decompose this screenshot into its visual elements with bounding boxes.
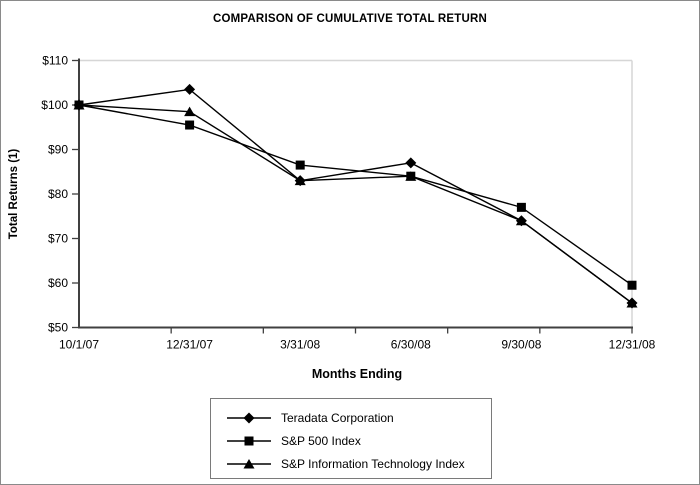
square-marker-icon bbox=[516, 202, 526, 212]
triangle-marker-icon bbox=[515, 215, 527, 226]
diamond-marker-icon bbox=[227, 412, 271, 423]
series-line-triangle bbox=[78, 104, 633, 304]
legend-item-sp500: S&P 500 Index bbox=[226, 429, 491, 452]
triangle-marker-icon bbox=[626, 298, 638, 308]
square-marker-icon bbox=[295, 160, 305, 170]
y-tick-label: $80 bbox=[48, 187, 68, 201]
series-line-diamond bbox=[78, 88, 633, 304]
y-axis-title: Total Returns (1) bbox=[8, 148, 20, 240]
square-marker-icon bbox=[227, 436, 271, 445]
legend-label: S&P Information Technology Index bbox=[281, 456, 465, 471]
square-marker-icon bbox=[244, 436, 254, 445]
y-tick-label: $100 bbox=[41, 98, 68, 112]
x-axis-title: Months Ending bbox=[311, 367, 403, 381]
y-tick-label: $70 bbox=[48, 232, 68, 246]
triangle-marker-icon bbox=[184, 106, 196, 117]
square-marker-icon bbox=[185, 120, 195, 130]
y-tick-label: $110 bbox=[42, 54, 68, 68]
x-tick-label: 12/31/08 bbox=[609, 338, 656, 352]
chart-title: COMPARISON OF CUMULATIVE TOTAL RETURN bbox=[212, 13, 488, 25]
legend-label: Teradata Corporation bbox=[281, 410, 394, 425]
legend-item-teradata: Teradata Corporation bbox=[226, 406, 491, 429]
y-tick-label: $60 bbox=[48, 276, 68, 290]
diamond-marker-icon bbox=[184, 83, 196, 95]
triangle-marker-icon bbox=[294, 175, 306, 186]
square-marker-icon bbox=[627, 280, 637, 290]
x-tick-label: 6/30/08 bbox=[391, 338, 431, 352]
x-tick-label: 3/31/08 bbox=[280, 338, 320, 352]
series-line-square bbox=[78, 104, 633, 286]
x-tick-label: 10/1/07 bbox=[59, 338, 99, 352]
y-tick-label: $50 bbox=[48, 321, 68, 335]
diamond-marker-icon bbox=[405, 157, 417, 169]
triangle-marker-icon bbox=[73, 100, 85, 110]
legend-box: Teradata Corporation S&P 500 Index S&P I… bbox=[210, 398, 492, 479]
x-tick-label: 9/30/08 bbox=[501, 338, 541, 352]
diamond-marker-icon bbox=[243, 412, 255, 423]
triangle-marker-icon bbox=[243, 458, 255, 468]
y-tick-label: $90 bbox=[48, 143, 68, 157]
legend-label: S&P 500 Index bbox=[281, 433, 361, 448]
triangle-marker-icon bbox=[405, 171, 417, 181]
x-tick-label: 12/31/07 bbox=[166, 338, 213, 352]
triangle-marker-icon bbox=[227, 458, 271, 468]
legend-item-sp-it: S&P Information Technology Index bbox=[226, 452, 491, 475]
